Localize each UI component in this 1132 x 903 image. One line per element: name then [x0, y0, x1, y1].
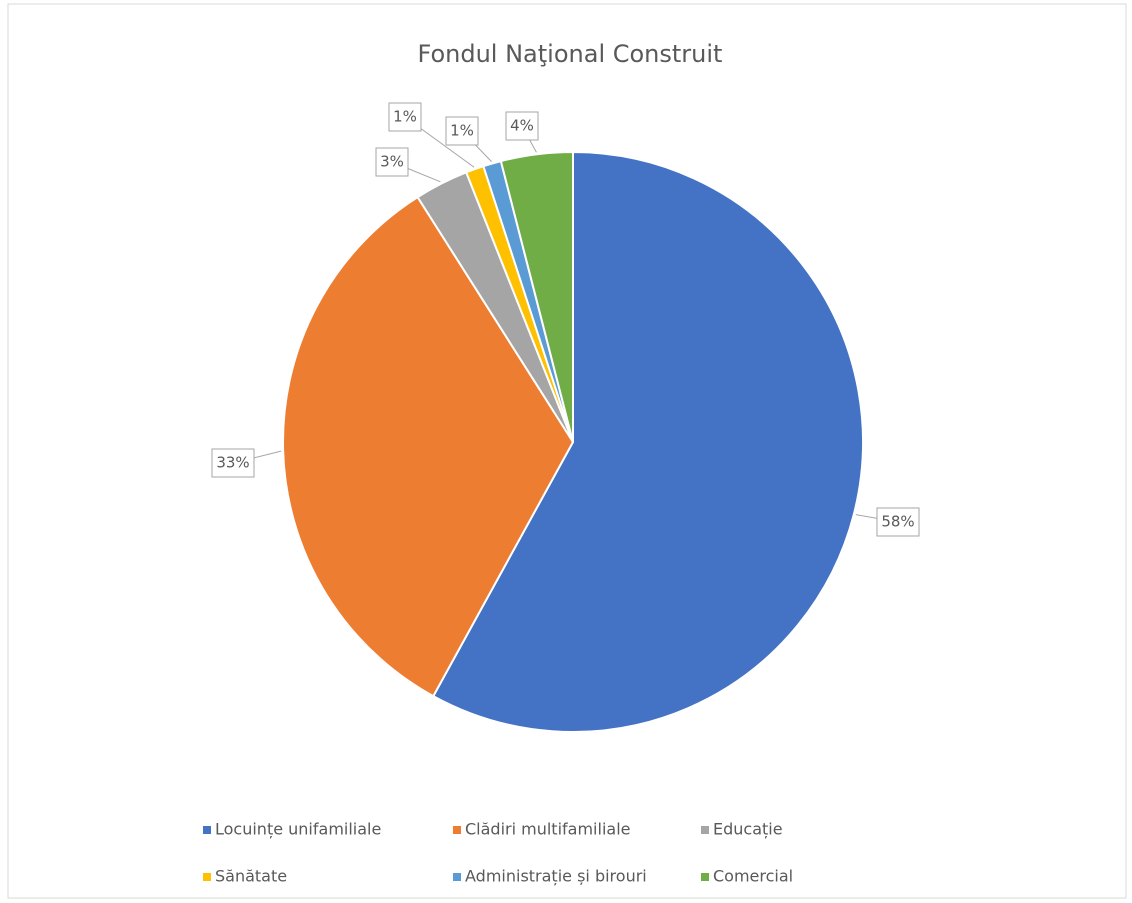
data-label: 1%	[393, 108, 417, 126]
legend-swatch	[203, 873, 211, 881]
chart-title: Fondul Naţional Construit	[418, 40, 723, 68]
pie-slice	[499, 150, 574, 443]
legend-swatch	[203, 826, 211, 834]
data-label: 58%	[881, 513, 914, 531]
data-label: 33%	[216, 454, 249, 472]
pie-slice	[282, 195, 575, 698]
legend-swatch	[453, 826, 461, 834]
legend-swatch	[453, 873, 461, 881]
label-box	[876, 507, 920, 537]
legend-label: Sănătate	[215, 867, 287, 886]
legend-swatch	[701, 826, 709, 834]
legend-label: Locuințe unifamiliale	[215, 820, 381, 839]
legend-label: Comercial	[713, 867, 793, 886]
legend-label: Clădiri multifamiliale	[465, 820, 630, 839]
data-label: 4%	[510, 117, 534, 135]
label-box	[388, 102, 422, 132]
label-box	[505, 111, 539, 141]
label-box	[375, 147, 409, 177]
label-box	[445, 116, 479, 146]
label-box	[211, 448, 255, 478]
data-label: 1%	[450, 122, 474, 140]
pie-slice	[431, 150, 864, 733]
data-label: 3%	[380, 153, 404, 171]
legend-swatch	[701, 873, 709, 881]
legend-label: Administrație și birouri	[465, 867, 647, 886]
legend-label: Educație	[713, 820, 783, 839]
